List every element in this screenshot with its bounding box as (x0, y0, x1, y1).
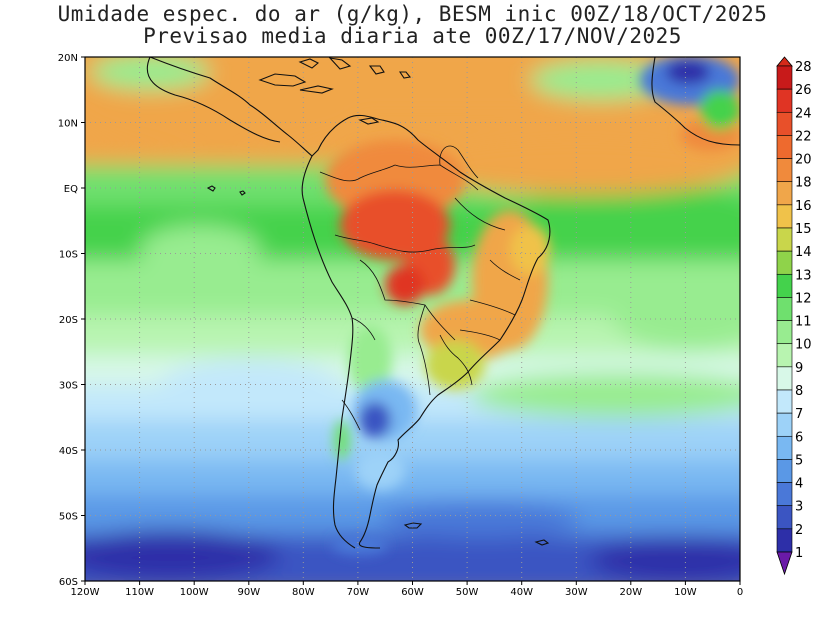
lat-label: 20N (58, 53, 78, 64)
colorbar-label: 1 (795, 546, 803, 561)
colorbar-label: 24 (795, 106, 812, 121)
colorbar-label: 9 (795, 361, 803, 376)
colorbar-label: 6 (795, 430, 803, 445)
colorbar: 28 26 24 22 20 18 16 15 14 13 12 11 10 9 8 7 6 5 4 3 2 1 (776, 56, 812, 576)
colorbar-segment (776, 366, 793, 391)
colorbar-under-arrow (776, 551, 793, 576)
lon-label: 100W (180, 587, 209, 598)
map-title-line2: Previsao media diaria ate 00Z/17/NOV/202… (143, 24, 682, 48)
colorbar-label: 13 (795, 268, 812, 283)
colorbar-label: 28 (795, 60, 812, 75)
colorbar-segment (776, 297, 793, 321)
colorbar-segment (776, 204, 793, 229)
lon-label: 110W (125, 587, 154, 598)
map-title-line1: Umidade espec. do ar (g/kg), BESM inic 0… (57, 2, 768, 26)
lon-label: 10W (674, 587, 697, 598)
colorbar-segment (776, 435, 793, 460)
colorbar-label: 20 (795, 153, 812, 168)
lat-label: 60S (59, 577, 78, 588)
lon-label: 80W (292, 587, 315, 598)
lon-label: 30W (565, 587, 588, 598)
lat-label: 50S (59, 512, 78, 523)
colorbar-label: 2 (795, 523, 803, 538)
lon-label: 20W (619, 587, 642, 598)
lat-label: 10N (58, 119, 78, 130)
colorbar-label: 8 (795, 384, 803, 399)
colorbar-segment (776, 528, 793, 553)
lon-label: 120W (71, 587, 100, 598)
colorbar-label: 14 (795, 245, 812, 260)
colorbar-segment (776, 505, 793, 530)
humidity-field (85, 57, 740, 581)
colorbar-segment (776, 65, 793, 90)
colorbar-label: 4 (795, 477, 803, 492)
colorbar-segment (776, 181, 793, 206)
graticule (85, 57, 740, 581)
longitude-labels: 120W 110W 100W 90W 80W 70W 60W 50W 40W 3… (71, 587, 744, 598)
lon-label: 70W (347, 587, 370, 598)
colorbar-label: 10 (795, 338, 812, 353)
latitude-labels: 20N 10N EQ 10S 20S 30S 40S 50S 60S (58, 53, 78, 588)
lon-label: 0 (737, 587, 743, 598)
colorbar-segment (776, 135, 793, 159)
colorbar-segment (776, 482, 793, 507)
colorbar-segment (776, 343, 793, 368)
colorbar-label: 12 (795, 291, 812, 306)
coastlines (147, 57, 740, 549)
colorbar-label: 26 (795, 83, 812, 98)
lon-label: 60W (401, 587, 424, 598)
lon-label: 40W (510, 587, 533, 598)
colorbar-label: 16 (795, 199, 812, 214)
lat-label: 20S (59, 315, 78, 326)
colorbar-segment (776, 158, 793, 183)
colorbar-label: 5 (795, 453, 803, 468)
colorbar-label: 15 (795, 222, 812, 237)
colorbar-segment (776, 412, 793, 437)
colorbar-segment (776, 250, 793, 275)
lat-label: 40S (59, 446, 78, 457)
colorbar-segment (776, 88, 793, 113)
lat-label: EQ (64, 184, 78, 195)
colorbar-segment (776, 459, 793, 483)
colorbar-segment (776, 320, 793, 345)
lat-label: 10S (59, 250, 78, 261)
colorbar-segment (776, 111, 793, 136)
lon-label: 50W (456, 587, 479, 598)
lon-label: 90W (237, 587, 260, 598)
colorbar-label: 11 (795, 315, 812, 330)
axis-ticks (81, 56, 741, 585)
colorbar-label: 3 (795, 500, 803, 515)
colorbar-segment (776, 389, 793, 414)
colorbar-label: 22 (795, 129, 812, 144)
colorbar-label: 7 (795, 407, 803, 422)
colorbar-label: 18 (795, 176, 812, 191)
lat-label: 30S (59, 381, 78, 392)
country-borders (319, 145, 521, 431)
colorbar-segment (776, 227, 793, 252)
colorbar-segment (776, 273, 793, 298)
colorbar-over-arrow (776, 56, 793, 67)
